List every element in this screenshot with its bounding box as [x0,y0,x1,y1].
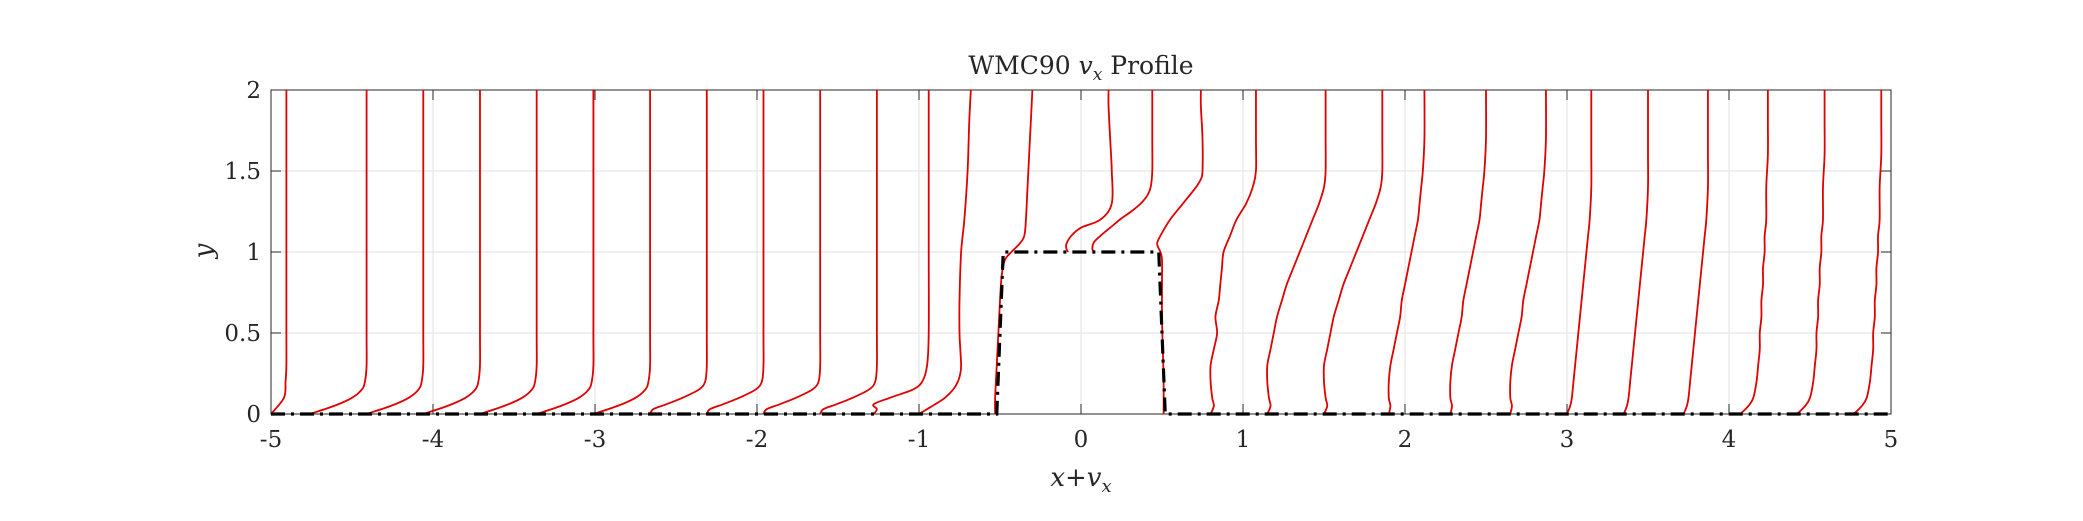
profile-line [1209,90,1258,415]
profile-line [918,89,972,415]
profile-line [479,89,538,415]
y-tick-label: 0.5 [224,321,261,347]
profile-line [309,90,368,415]
profile-line [536,90,595,415]
profile-line [593,90,652,415]
y-axis-label: y [189,243,219,259]
profile-line [1266,90,1327,415]
profile-line [994,89,1034,415]
chart-title: WMC90 vx Profile [968,51,1193,85]
y-tick-label: 1 [246,240,261,266]
x-tick-label: 0 [1074,427,1089,453]
x-tick-label: -1 [908,427,930,453]
profile-line [1322,90,1384,415]
profile-line [1796,90,1826,415]
profile-line [366,90,425,415]
x-tick-label: -2 [746,427,768,453]
profile-line [819,90,878,415]
profile-line [1449,89,1488,415]
profile-line [762,90,822,415]
profile-line [872,90,930,415]
axis-ticks [270,89,1892,415]
geometry-outline [271,250,1891,416]
x-tick-label: -4 [422,427,444,453]
profile-line [1622,90,1650,415]
profile-line [422,90,481,415]
x-tick-label: -3 [584,427,606,453]
profile-line [705,90,765,415]
y-tick-label: 2 [246,78,261,104]
profile-line [1739,90,1769,415]
x-tick-label: 2 [1398,427,1413,453]
x-tick-labels: -5 -4 -3 -2 -1 0 1 2 3 4 5 [260,427,1899,453]
profile-line [1091,90,1154,253]
velocity-profiles [270,89,1883,415]
x-tick-label: 3 [1560,427,1575,453]
profile-line [1065,89,1114,253]
profile-line [1853,90,1883,415]
profile-line [1566,90,1593,415]
x-axis-label: x+vx [1050,463,1111,497]
y-tick-label: 1.5 [224,159,261,185]
x-tick-label: 1 [1236,427,1251,453]
y-tick-label: 0 [246,402,261,428]
profile-line [1387,89,1426,415]
profile-line [1156,89,1204,415]
profile-line [649,90,708,415]
profile-line [1682,90,1709,415]
y-tick-labels: 0 0.5 1 1.5 2 [224,78,261,428]
profile-line [270,90,288,415]
profile-line [1509,89,1547,415]
x-tick-label: -5 [260,427,282,453]
x-tick-label: 5 [1884,427,1899,453]
x-tick-label: 4 [1722,427,1737,453]
